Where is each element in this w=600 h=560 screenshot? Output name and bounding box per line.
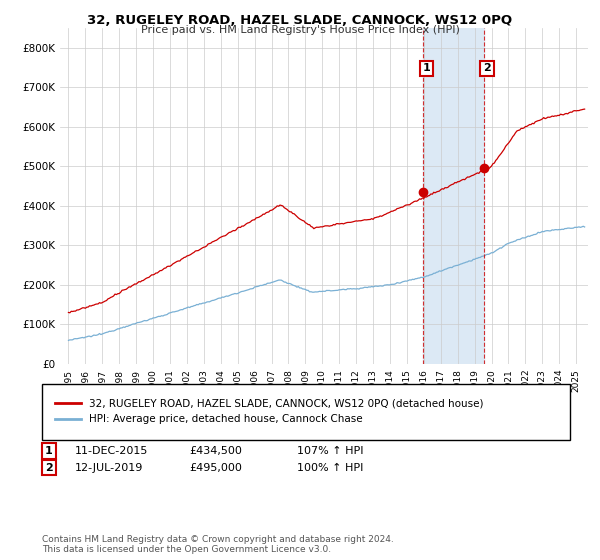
Text: £495,000: £495,000 bbox=[189, 463, 242, 473]
Legend: 32, RUGELEY ROAD, HAZEL SLADE, CANNOCK, WS12 0PQ (detached house), HPI: Average : 32, RUGELEY ROAD, HAZEL SLADE, CANNOCK, … bbox=[50, 395, 488, 428]
Text: 32, RUGELEY ROAD, HAZEL SLADE, CANNOCK, WS12 0PQ: 32, RUGELEY ROAD, HAZEL SLADE, CANNOCK, … bbox=[88, 14, 512, 27]
Text: 2: 2 bbox=[45, 463, 53, 473]
FancyBboxPatch shape bbox=[42, 384, 570, 440]
Text: 1: 1 bbox=[422, 63, 430, 73]
Text: £434,500: £434,500 bbox=[189, 446, 242, 456]
Text: 1: 1 bbox=[45, 446, 53, 456]
Text: Price paid vs. HM Land Registry's House Price Index (HPI): Price paid vs. HM Land Registry's House … bbox=[140, 25, 460, 35]
Text: Contains HM Land Registry data © Crown copyright and database right 2024.
This d: Contains HM Land Registry data © Crown c… bbox=[42, 535, 394, 554]
Text: 11-DEC-2015: 11-DEC-2015 bbox=[75, 446, 148, 456]
Text: 2: 2 bbox=[483, 63, 491, 73]
Text: 100% ↑ HPI: 100% ↑ HPI bbox=[297, 463, 364, 473]
Text: 107% ↑ HPI: 107% ↑ HPI bbox=[297, 446, 364, 456]
Text: 12-JUL-2019: 12-JUL-2019 bbox=[75, 463, 143, 473]
Bar bbox=[423, 28, 484, 364]
